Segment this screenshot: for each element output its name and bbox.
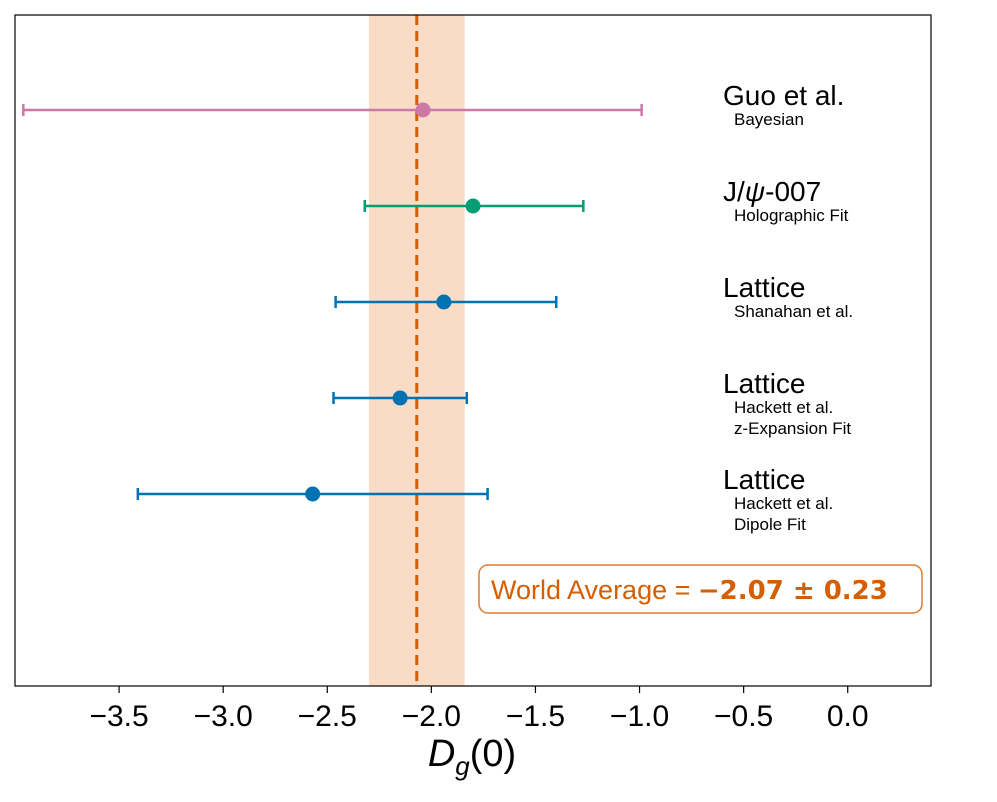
row-sublabel: z-Expansion Fit — [734, 419, 851, 438]
world-average-label: World Average = −2.07 ± 0.23 — [491, 575, 888, 606]
row-label-part: -007 — [765, 176, 821, 207]
x-tick-label: −1.5 — [506, 700, 565, 733]
row-label-main: Lattice — [723, 368, 806, 399]
row-label-main: Guo et al. — [723, 80, 844, 111]
data-point — [465, 198, 481, 214]
data-point — [436, 294, 452, 310]
x-axis-label: Dg(0) — [428, 733, 516, 781]
data-row-3 — [334, 294, 558, 310]
x-tick-label: −3.0 — [194, 700, 253, 733]
data-row-5 — [136, 486, 489, 502]
world-average-band — [368, 15, 465, 686]
x-tick-label: −0.5 — [714, 700, 773, 733]
plot-frame — [14, 14, 932, 687]
data-point — [415, 102, 431, 118]
x-tick-label: −1.0 — [610, 700, 669, 733]
row-sublabel: Bayesian — [734, 110, 804, 129]
row-label-main: Lattice — [723, 464, 806, 495]
data-row-2 — [363, 198, 585, 214]
data-point — [392, 390, 408, 406]
band-layer — [368, 15, 465, 686]
row-sublabel: Shanahan et al. — [734, 302, 853, 321]
world-average-prefix: World Average = — [491, 575, 698, 605]
row-label-part: J/ — [723, 176, 745, 207]
x-axis: −3.5 −3.0 −2.5 −2.0 −1.5 −1.0 −0.5 0.0 — [89, 686, 869, 733]
series-layer — [22, 102, 643, 502]
average-label-layer: World Average = −2.07 ± 0.23 — [478, 564, 923, 614]
row-label-main: Lattice — [723, 272, 806, 303]
row-label-main: J/ψ-007 — [723, 176, 821, 207]
x-axis-label-main: D — [428, 733, 455, 775]
x-tick-label: −2.5 — [298, 700, 357, 733]
row-label-part: ψ — [745, 176, 765, 207]
row-sublabel: Holographic Fit — [734, 206, 849, 225]
row-sublabel: Hackett et al. — [734, 494, 833, 513]
data-point — [305, 486, 321, 502]
row-label-1: Guo et al.Bayesian — [723, 80, 844, 129]
row-sublabel: Hackett et al. — [734, 398, 833, 417]
data-row-1 — [22, 102, 643, 118]
world-average-value: −2.07 ± 0.23 — [698, 576, 888, 606]
row-sublabel: Dipole Fit — [734, 515, 806, 534]
x-tick-label: −2.0 — [402, 700, 461, 733]
x-tick-label: 0.0 — [827, 700, 869, 733]
x-tick-label: −3.5 — [89, 700, 148, 733]
data-row-4 — [332, 390, 469, 406]
x-axis-label-tail: (0) — [470, 733, 516, 775]
world-average-box — [478, 564, 923, 614]
x-axis-label-subscript: g — [455, 751, 470, 781]
